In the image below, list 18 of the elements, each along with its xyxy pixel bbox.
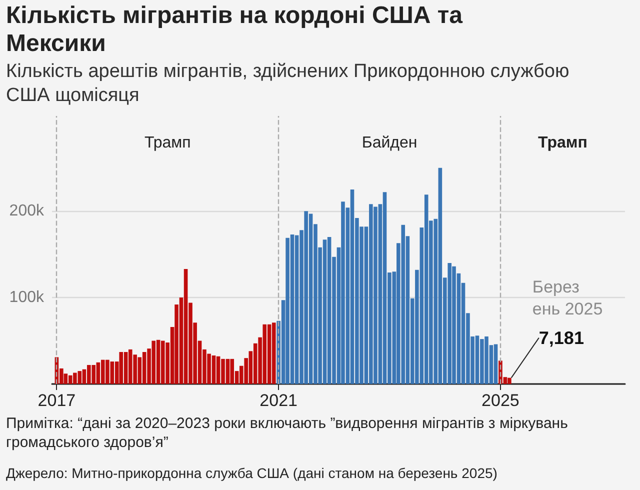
text: Примітка: “дані за 2020–2023 роки включають ”видворення мігрантів з міркувань громадського здоров’я” <box>6 414 569 452</box>
y-tick-label: 200k <box>9 202 45 220</box>
data-label: 7,181 <box>538 328 584 348</box>
bar <box>494 344 498 384</box>
x-tick-label: 2021 <box>260 391 298 410</box>
annotation: Трамп <box>144 134 191 152</box>
annotation: Трамп <box>538 134 588 152</box>
chart-subtitle: Кількість арештів мігрантів, здійснених Прикордонною службою США щомісяця <box>6 60 570 108</box>
bar <box>508 378 512 384</box>
chart-title: Кількість мігрантів на кордоні США та Мексики <box>6 2 464 58</box>
annotation: Байден <box>362 134 418 152</box>
y-tick-label: 100k <box>9 289 45 306</box>
bar <box>272 322 276 384</box>
x-tick-label: 2025 <box>482 391 520 410</box>
text: Джерело: Митно-прикордонна служба США (дані станом на березень 2025) <box>6 464 498 482</box>
annotation: Березень 2025 <box>532 277 603 318</box>
bar <box>230 358 234 384</box>
x-tick-label: 2017 <box>38 391 76 410</box>
